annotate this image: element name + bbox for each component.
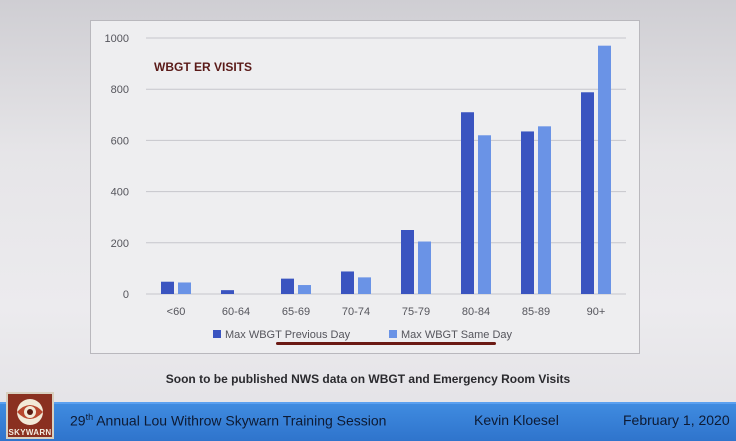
x-tick-label: <60 [167,306,186,318]
bar [161,281,174,294]
bar [178,282,191,294]
bar [358,277,371,294]
bar [461,112,474,295]
bar [221,290,234,294]
session-title-text: Annual Lou Withrow Skywarn Training Sess… [93,412,387,429]
chart-frame: 0 200 400 600 800 1000 WBGT ER VISITS <60 60-64 6… [90,20,640,354]
footer-bar [0,402,736,441]
session-ordinal-suffix: th [85,412,94,422]
legend-underline [276,342,496,345]
x-tick-label: 80-84 [462,306,490,318]
bar [401,230,414,294]
bar [478,135,491,294]
bar-chart: 0 200 400 600 800 1000 WBGT ER VISITS <60 60-64 6… [105,33,626,341]
x-tick-label: 65-69 [282,306,310,318]
x-tick-label: 70-74 [342,306,370,318]
skywarn-eye-icon [17,399,43,425]
legend-swatch [389,330,397,338]
session-title: 29th Annual Lou Withrow Skywarn Training… [70,412,386,429]
bar [598,45,611,295]
presentation-date: February 1, 2020 [623,412,730,428]
y-tick-label: 0 [123,289,129,301]
slide-caption: Soon to be published NWS data on WBGT an… [165,372,571,386]
chart-title: WBGT ER VISITS [154,60,252,74]
bar [281,278,294,294]
x-tick-label: 60-64 [222,306,250,318]
x-tick-label: 90+ [587,306,606,318]
y-tick-label: 800 [111,84,129,96]
y-tick-label: 400 [111,187,129,199]
presenter-name: Kevin Kloesel [474,412,559,428]
legend-label: Max WBGT Previous Day [225,329,351,341]
bar [538,126,551,294]
y-tick-label: 1000 [105,33,129,45]
skywarn-logo: SKYWARN [6,392,54,439]
legend-swatch [213,330,221,338]
bar [341,271,354,294]
bar [418,241,431,294]
x-tick-label: 85-89 [522,306,550,318]
session-ordinal-number: 29 [70,412,86,429]
y-tick-label: 200 [111,238,129,250]
y-tick-label: 600 [111,135,129,147]
bar [521,131,534,294]
bar [581,92,594,294]
x-tick-label: 75-79 [402,306,430,318]
logo-text: SKYWARN [8,428,52,437]
bar [298,285,311,294]
legend-label: Max WBGT Same Day [401,329,513,341]
